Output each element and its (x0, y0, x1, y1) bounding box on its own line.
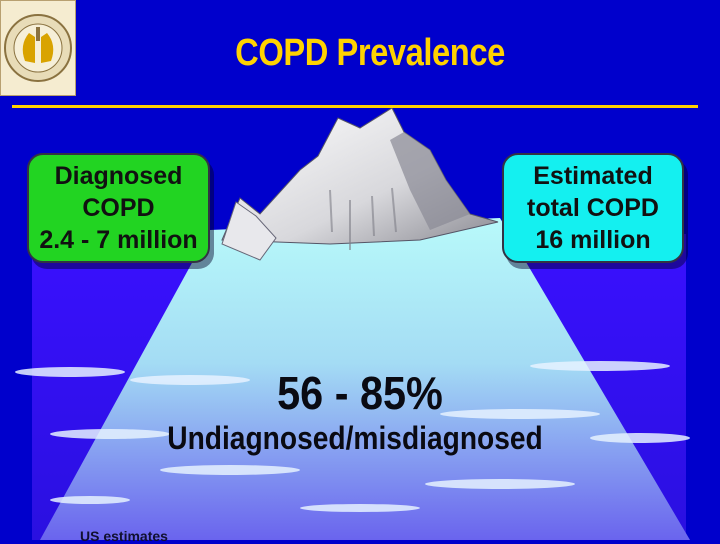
diagnosed-line-3: 2.4 - 7 million (39, 226, 198, 254)
diagnosed-line-1: Diagnosed (54, 162, 183, 190)
logo (0, 0, 76, 96)
undiagnosed-label: Undiagnosed/misdiagnosed (167, 420, 543, 456)
diagnosed-callout: Diagnosed COPD 2.4 - 7 million (27, 153, 210, 263)
estimated-line-2: total COPD (527, 194, 659, 222)
estimated-line-1: Estimated (533, 162, 653, 190)
estimated-callout: Estimated total COPD 16 million (502, 153, 684, 263)
diagnosed-line-2: COPD (82, 194, 155, 222)
iceberg-body (40, 218, 690, 540)
iceberg-small-peak (221, 201, 277, 261)
title-divider (12, 105, 698, 108)
page-title: COPD Prevalence (235, 32, 505, 74)
percentage-label: 56 - 85% (277, 367, 443, 419)
footnote: US estimates (80, 528, 168, 544)
estimated-line-3: 16 million (535, 226, 651, 254)
lung-emblem-logo-icon (4, 14, 72, 82)
iceberg-peak-shadow (390, 132, 470, 230)
